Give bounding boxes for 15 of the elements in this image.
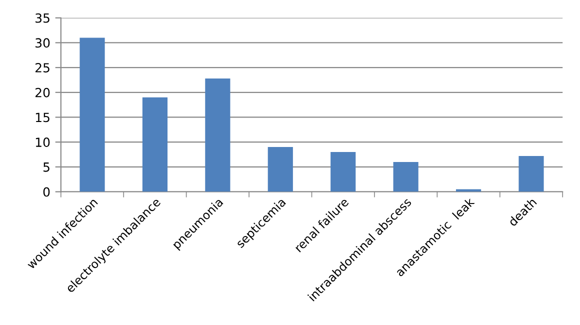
y-tick-label: 25 xyxy=(35,63,50,72)
bar xyxy=(205,78,230,192)
bar xyxy=(393,162,418,192)
bar xyxy=(268,147,293,192)
y-tick-label: 30 xyxy=(36,38,50,48)
bar xyxy=(142,97,168,192)
bar xyxy=(80,38,105,192)
bar xyxy=(518,156,544,192)
y-tick-label: 35 xyxy=(36,13,50,23)
y-tick-label: 0 xyxy=(43,187,50,197)
bar xyxy=(330,152,356,192)
y-tick-label: 10 xyxy=(36,138,50,147)
y-tick-label: 15 xyxy=(36,112,50,122)
y-tick-label: 5 xyxy=(43,162,50,172)
y-tick-label: 20 xyxy=(35,88,50,98)
